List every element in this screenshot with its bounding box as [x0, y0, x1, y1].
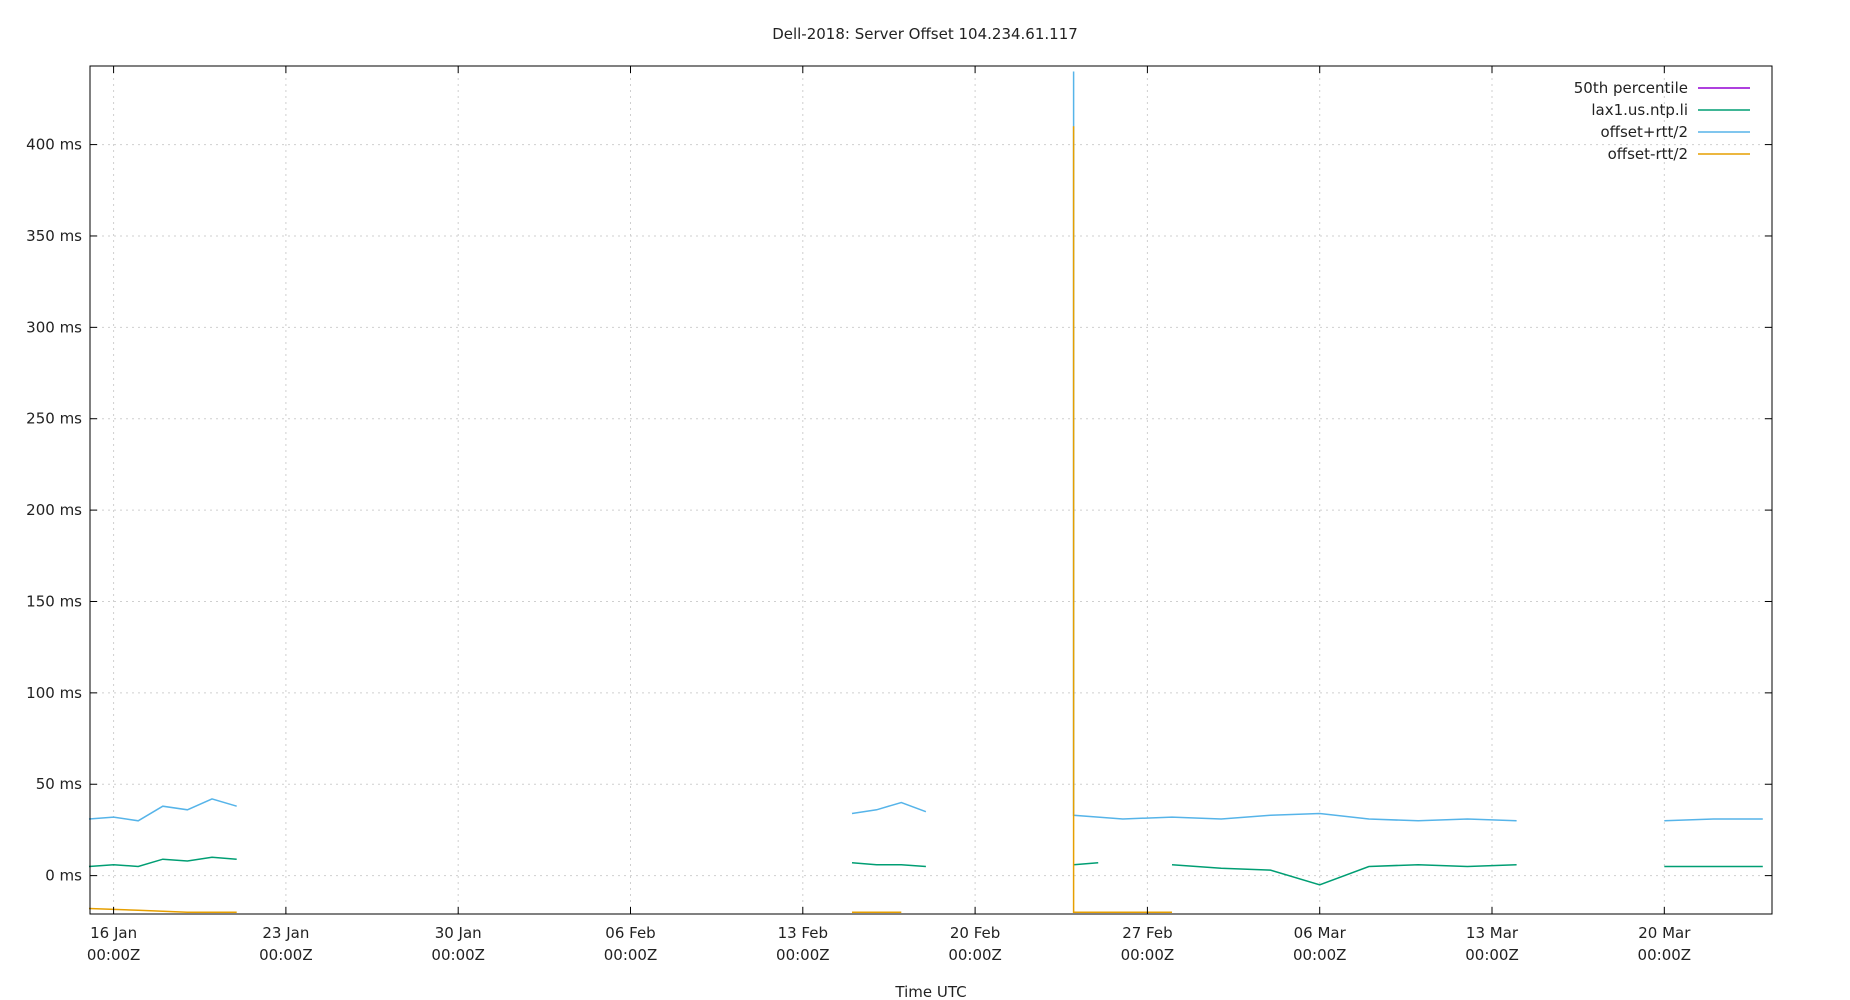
series-offset-rtt-2 — [88, 71, 1763, 822]
series-line — [1171, 863, 1517, 886]
x-tick-label: 00:00Z — [259, 946, 313, 964]
x-tick-label: 20 Mar — [1638, 924, 1691, 942]
series-line — [88, 856, 237, 868]
x-tick-label: 20 Feb — [950, 924, 1000, 942]
chart-title: Dell-2018: Server Offset 104.234.61.117 — [772, 25, 1078, 43]
x-tick-label: 00:00Z — [1293, 946, 1347, 964]
series-line — [851, 801, 927, 815]
x-tick-label: 00:00Z — [776, 946, 830, 964]
x-tick-label: 16 Jan — [90, 924, 137, 942]
series-line — [88, 798, 237, 822]
legend-label: offset-rtt/2 — [1608, 145, 1688, 163]
y-tick-label: 350 ms — [26, 227, 82, 245]
x-tick-label: 00:00Z — [87, 946, 141, 964]
x-tick-label: 06 Mar — [1294, 924, 1347, 942]
x-tick-label: 00:00Z — [1638, 946, 1692, 964]
series-line — [851, 862, 926, 868]
x-tick-label: 00:00Z — [604, 946, 658, 964]
series-line — [1664, 818, 1763, 822]
x-tick-label: 30 Jan — [435, 924, 482, 942]
x-tick-label: 00:00Z — [431, 946, 485, 964]
legend: 50th percentile lax1.us.ntp.li offset+rtt/… — [1574, 79, 1750, 163]
legend-label: offset+rtt/2 — [1600, 123, 1688, 141]
x-tick-label: 13 Mar — [1466, 924, 1519, 942]
x-tick-label: 00:00Z — [1465, 946, 1519, 964]
y-tick-label: 400 ms — [26, 136, 82, 154]
y-tick-label: 50 ms — [36, 775, 82, 793]
series-line — [1073, 862, 1099, 866]
y-axis: 0 ms 50 ms 100 ms 150 ms 200 ms 250 ms 300 ms 3… — [26, 136, 1772, 885]
x-tick-label: 06 Feb — [605, 924, 655, 942]
x-tick-label: 00:00Z — [1121, 946, 1175, 964]
series-lax1-us-ntp-li — [88, 856, 1763, 886]
x-tick-label: 00:00Z — [948, 946, 1002, 964]
x-tick-label: 27 Feb — [1122, 924, 1172, 942]
plot-frame — [89, 65, 1773, 915]
x-axis: 16 Jan 00:00Z 23 Jan 00:00Z 30 Jan 00:00Z 06 F… — [87, 66, 1691, 964]
legend-label: 50th percentile — [1574, 79, 1688, 97]
x-axis-title: Time UTC — [894, 983, 966, 1000]
x-tick-label: 13 Feb — [778, 924, 828, 942]
y-tick-label: 150 ms — [26, 592, 82, 610]
y-tick-label: 200 ms — [26, 501, 82, 519]
y-tick-label: 0 ms — [45, 867, 82, 885]
x-tick-label: 23 Jan — [262, 924, 309, 942]
series-line — [1072, 71, 1517, 822]
y-tick-label: 250 ms — [26, 410, 82, 428]
y-tick-label: 100 ms — [26, 684, 82, 702]
y-tick-label: 300 ms — [26, 318, 82, 336]
grid-layer — [90, 66, 1772, 914]
legend-label: lax1.us.ntp.li — [1591, 101, 1688, 119]
